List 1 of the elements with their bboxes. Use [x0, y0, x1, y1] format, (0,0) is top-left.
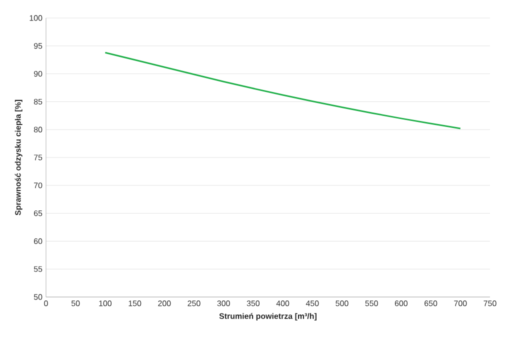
line-series: [104, 52, 462, 130]
